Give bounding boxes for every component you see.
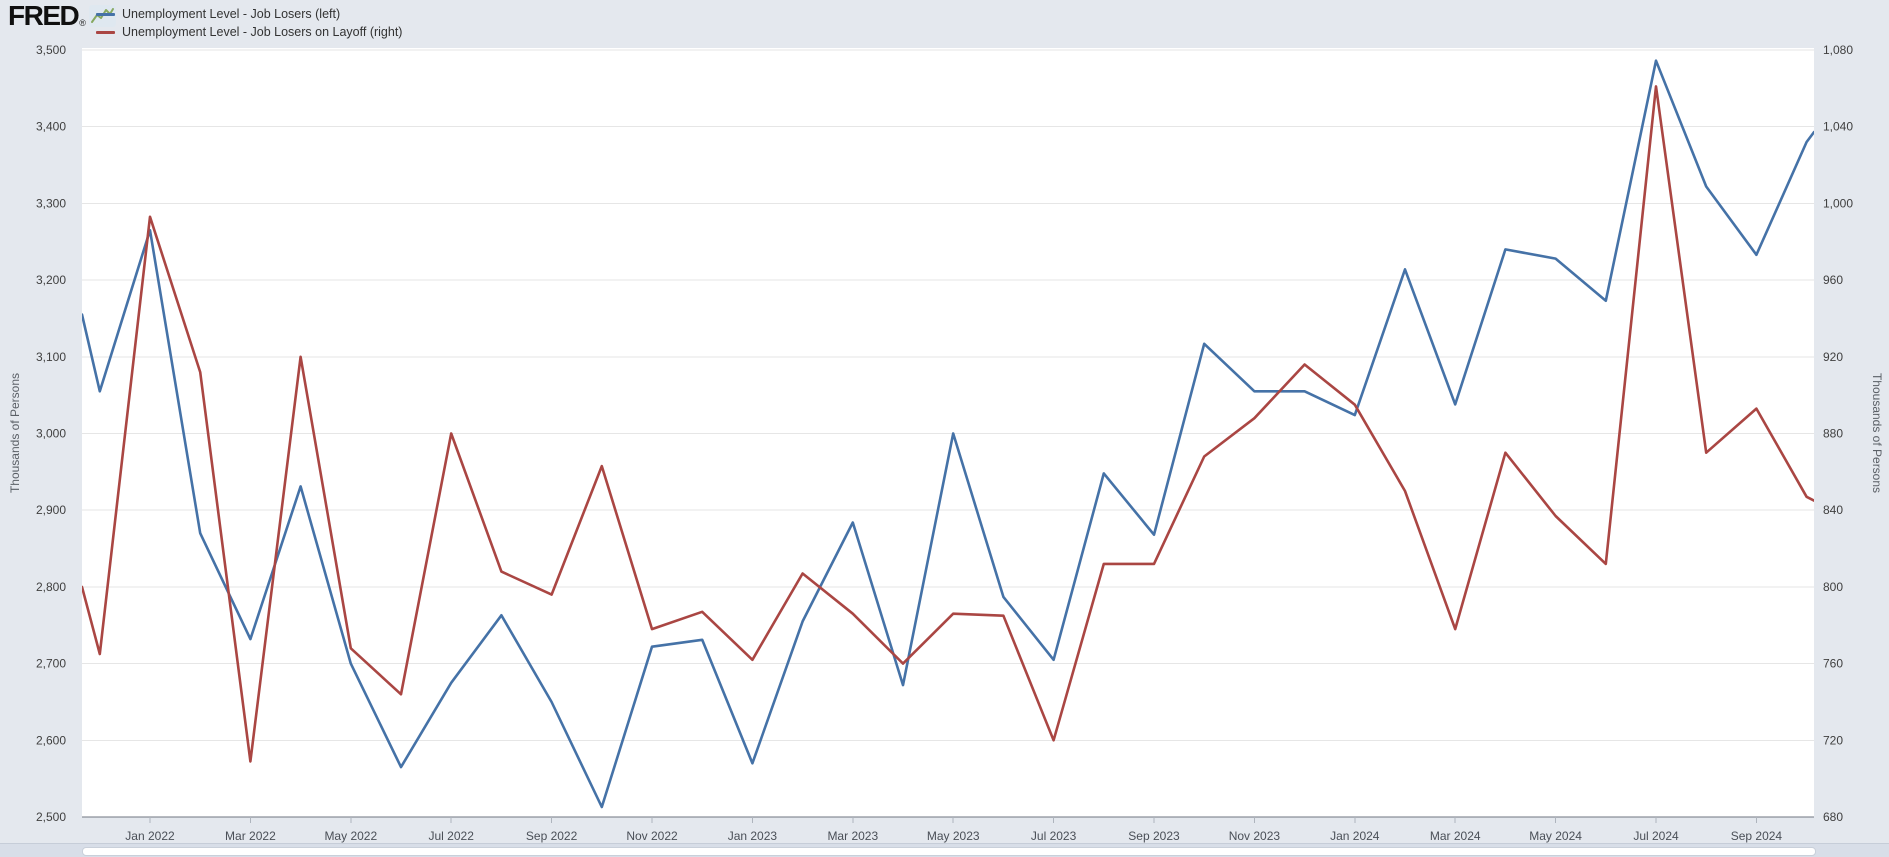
left-axis-tick-label: 3,300 — [36, 196, 66, 210]
legend-dash-red — [96, 30, 115, 34]
x-axis-tick-label: Jan 2023 — [728, 829, 778, 843]
right-axis-tick-label: 1,080 — [1823, 43, 1853, 57]
right-axis-tick-label: 960 — [1823, 273, 1843, 287]
right-axis-tick-label: 760 — [1823, 657, 1843, 671]
x-axis-tick-label: Mar 2022 — [225, 829, 276, 843]
right-axis-tick-label: 720 — [1823, 733, 1843, 747]
legend-label: Unemployment Level - Job Losers on Layof… — [122, 25, 403, 39]
left-axis-tick-label: 2,900 — [36, 503, 66, 517]
x-axis-tick-label: May 2024 — [1529, 829, 1582, 843]
x-axis-tick-label: Nov 2023 — [1229, 829, 1281, 843]
right-axis-tick-label: 840 — [1823, 503, 1843, 517]
right-axis-tick-label: 880 — [1823, 427, 1843, 441]
x-axis-tick-label: Jan 2022 — [125, 829, 175, 843]
series-line-job-losers — [82, 59, 1814, 809]
x-axis-tick-label: Sep 2022 — [526, 829, 578, 843]
x-axis-tick-label: Jul 2023 — [1031, 829, 1077, 843]
left-axis-tick-label: 3,500 — [36, 43, 66, 57]
fred-logo-registered-mark: ® — [79, 18, 86, 28]
header: FRED ® Unemployment Level - Job Losers (l… — [0, 0, 1889, 48]
date-range-slider[interactable] — [0, 843, 1889, 857]
right-axis-tick-label: 1,000 — [1823, 196, 1853, 210]
x-axis-tick-label: Mar 2024 — [1430, 829, 1481, 843]
legend-item-job-losers-on-layoff: Unemployment Level - Job Losers on Layof… — [96, 23, 402, 41]
left-axis-tick-label: 3,400 — [36, 120, 66, 134]
x-axis-tick-label: Jan 2024 — [1330, 829, 1380, 843]
right-axis-tick-label: 680 — [1823, 810, 1843, 824]
left-axis-tick-label: 2,600 — [36, 733, 66, 747]
x-axis-tick-label: Jul 2022 — [429, 829, 475, 843]
series-line-job-losers-on-layoff — [82, 85, 1814, 763]
legend-dash-blue — [96, 12, 115, 16]
legend-item-job-losers: Unemployment Level - Job Losers (left) — [96, 5, 402, 23]
x-axis-tick-label: Jul 2024 — [1633, 829, 1679, 843]
fred-logo-text: FRED — [8, 0, 80, 31]
x-axis-tick-label: Nov 2022 — [626, 829, 678, 843]
x-axis-tick-label: May 2023 — [927, 829, 980, 843]
legend-label: Unemployment Level - Job Losers (left) — [122, 7, 341, 21]
legend: Unemployment Level - Job Losers (left) U… — [96, 5, 402, 41]
left-axis-tick-label: 3,000 — [36, 427, 66, 441]
x-axis-tick-label: Mar 2023 — [827, 829, 878, 843]
right-axis-title: Thousands of Persons — [1870, 372, 1884, 494]
right-axis-tick-label: 1,040 — [1823, 120, 1853, 134]
left-axis-tick-label: 2,500 — [36, 810, 66, 824]
right-axis-tick-label: 800 — [1823, 580, 1843, 594]
left-axis-tick-label: 2,700 — [36, 657, 66, 671]
left-axis-title: Thousands of Persons — [8, 372, 22, 494]
left-axis-tick-label: 3,200 — [36, 273, 66, 287]
date-range-slider-track[interactable] — [82, 847, 1816, 856]
x-axis-tick-label: Sep 2024 — [1731, 829, 1783, 843]
left-axis-tick-label: 2,800 — [36, 580, 66, 594]
right-axis-tick-label: 920 — [1823, 350, 1843, 364]
x-axis-tick-label: Sep 2023 — [1128, 829, 1180, 843]
left-axis-tick-label: 3,100 — [36, 350, 66, 364]
plot-area[interactable] — [82, 48, 1814, 817]
x-axis-tick-label: May 2022 — [324, 829, 377, 843]
